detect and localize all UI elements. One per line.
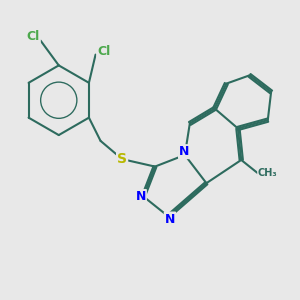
Text: N: N [165, 212, 175, 226]
Text: N: N [136, 190, 146, 203]
Text: Cl: Cl [27, 30, 40, 43]
Text: N: N [179, 145, 189, 158]
Text: CH₃: CH₃ [258, 168, 278, 178]
Text: S: S [117, 152, 127, 166]
Text: Cl: Cl [97, 45, 110, 58]
